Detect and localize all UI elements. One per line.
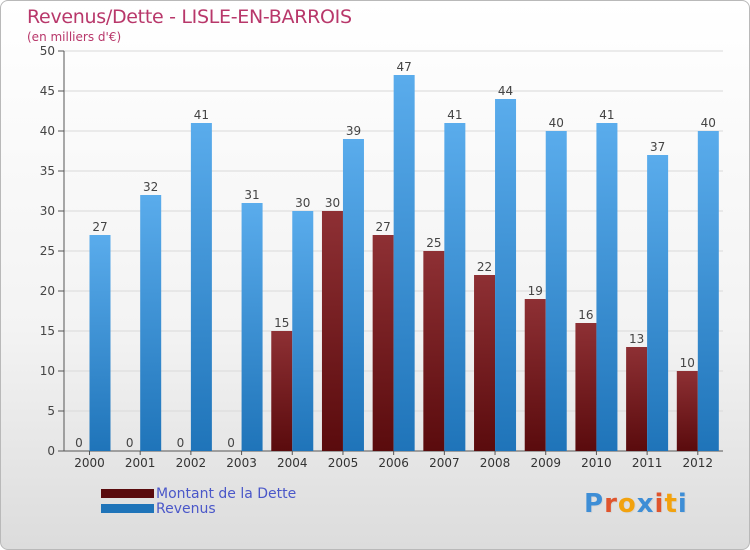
bar-debt bbox=[271, 331, 293, 451]
data-label-debt: 15 bbox=[274, 316, 289, 330]
data-label-debt: 22 bbox=[477, 260, 492, 274]
bar-revenue bbox=[596, 123, 618, 451]
data-label-revenue: 32 bbox=[143, 180, 158, 194]
data-label-revenue: 39 bbox=[346, 124, 361, 138]
legend-swatch-revenue bbox=[101, 504, 154, 513]
data-label-debt: 10 bbox=[680, 356, 695, 370]
bar-revenue bbox=[342, 139, 364, 451]
bar-debt bbox=[372, 235, 394, 451]
y-tick-label: 10 bbox=[40, 364, 55, 378]
x-tick-label: 2011 bbox=[632, 456, 663, 470]
x-tick-label: 2002 bbox=[176, 456, 207, 470]
data-label-debt: 0 bbox=[227, 436, 235, 450]
bar-debt bbox=[524, 299, 546, 451]
data-label-revenue: 27 bbox=[92, 220, 107, 234]
logo-letter: P bbox=[584, 489, 605, 519]
data-label-revenue: 41 bbox=[599, 108, 614, 122]
x-tick-label: 2006 bbox=[378, 456, 409, 470]
bar-revenue bbox=[89, 235, 111, 451]
bar-debt bbox=[423, 251, 445, 451]
x-tick-label: 2004 bbox=[277, 456, 308, 470]
y-tick-label: 45 bbox=[40, 84, 55, 98]
logo-letter: x bbox=[636, 489, 655, 519]
y-tick-label: 40 bbox=[40, 124, 55, 138]
y-tick-label: 15 bbox=[40, 324, 55, 338]
data-label-revenue: 41 bbox=[194, 108, 209, 122]
data-label-debt: 0 bbox=[75, 436, 83, 450]
bar-debt bbox=[321, 211, 343, 451]
logo-letter: i bbox=[654, 489, 665, 519]
data-label-revenue: 44 bbox=[498, 84, 513, 98]
x-tick-label: 2000 bbox=[74, 456, 105, 470]
data-label-revenue: 40 bbox=[701, 116, 716, 130]
x-tick-label: 2012 bbox=[683, 456, 714, 470]
data-label-debt: 27 bbox=[376, 220, 391, 234]
legend-label-revenue: Revenus bbox=[156, 501, 216, 517]
bar-revenue bbox=[140, 195, 162, 451]
logo-letter: i bbox=[677, 489, 688, 519]
data-label-revenue: 31 bbox=[244, 188, 259, 202]
data-label-revenue: 30 bbox=[295, 196, 310, 210]
bar-debt bbox=[575, 323, 597, 451]
bar-debt bbox=[474, 275, 496, 451]
bar-revenue bbox=[292, 211, 314, 451]
legend-swatch-debt bbox=[101, 489, 154, 498]
bar-revenue bbox=[545, 131, 567, 451]
y-tick-label: 35 bbox=[40, 164, 55, 178]
y-tick-label: 30 bbox=[40, 204, 55, 218]
data-label-debt: 16 bbox=[578, 308, 593, 322]
bar-revenue bbox=[190, 123, 212, 451]
y-tick-label: 25 bbox=[40, 244, 55, 258]
x-tick-label: 2003 bbox=[226, 456, 257, 470]
y-tick-label: 5 bbox=[47, 404, 55, 418]
x-tick-label: 2009 bbox=[530, 456, 561, 470]
x-tick-label: 2007 bbox=[429, 456, 460, 470]
logo-letter: r bbox=[604, 489, 618, 519]
bar-revenue bbox=[444, 123, 466, 451]
data-label-debt: 19 bbox=[528, 284, 543, 298]
legend-label-debt: Montant de la Dette bbox=[156, 486, 297, 502]
data-label-revenue: 37 bbox=[650, 140, 665, 154]
x-tick-label: 2005 bbox=[328, 456, 359, 470]
chart-subtitle: (en milliers d'€) bbox=[27, 30, 122, 44]
data-label-revenue: 47 bbox=[397, 60, 412, 74]
bar-revenue bbox=[495, 99, 517, 451]
y-tick-label: 50 bbox=[40, 44, 55, 58]
bar-revenue bbox=[697, 131, 719, 451]
data-label-revenue: 40 bbox=[549, 116, 564, 130]
proxiti-logo: Proxiti bbox=[584, 489, 688, 519]
bar-debt bbox=[626, 347, 648, 451]
y-tick-label: 20 bbox=[40, 284, 55, 298]
logo-letter: t bbox=[664, 489, 678, 519]
bar-revenue bbox=[647, 155, 669, 451]
data-label-debt: 30 bbox=[325, 196, 340, 210]
bar-revenue bbox=[241, 203, 263, 451]
bar-revenue bbox=[393, 75, 415, 451]
logo-letter: o bbox=[617, 489, 637, 519]
data-label-debt: 25 bbox=[426, 236, 441, 250]
chart-title: Revenus/Dette - LISLE-EN-BARROIS bbox=[27, 6, 352, 28]
y-tick-label: 0 bbox=[47, 444, 55, 458]
data-label-debt: 0 bbox=[126, 436, 134, 450]
bar-debt bbox=[676, 371, 698, 451]
data-label-revenue: 41 bbox=[447, 108, 462, 122]
x-tick-label: 2001 bbox=[125, 456, 156, 470]
x-tick-label: 2010 bbox=[581, 456, 612, 470]
data-label-debt: 0 bbox=[177, 436, 185, 450]
x-tick-label: 2008 bbox=[480, 456, 511, 470]
data-label-debt: 13 bbox=[629, 332, 644, 346]
